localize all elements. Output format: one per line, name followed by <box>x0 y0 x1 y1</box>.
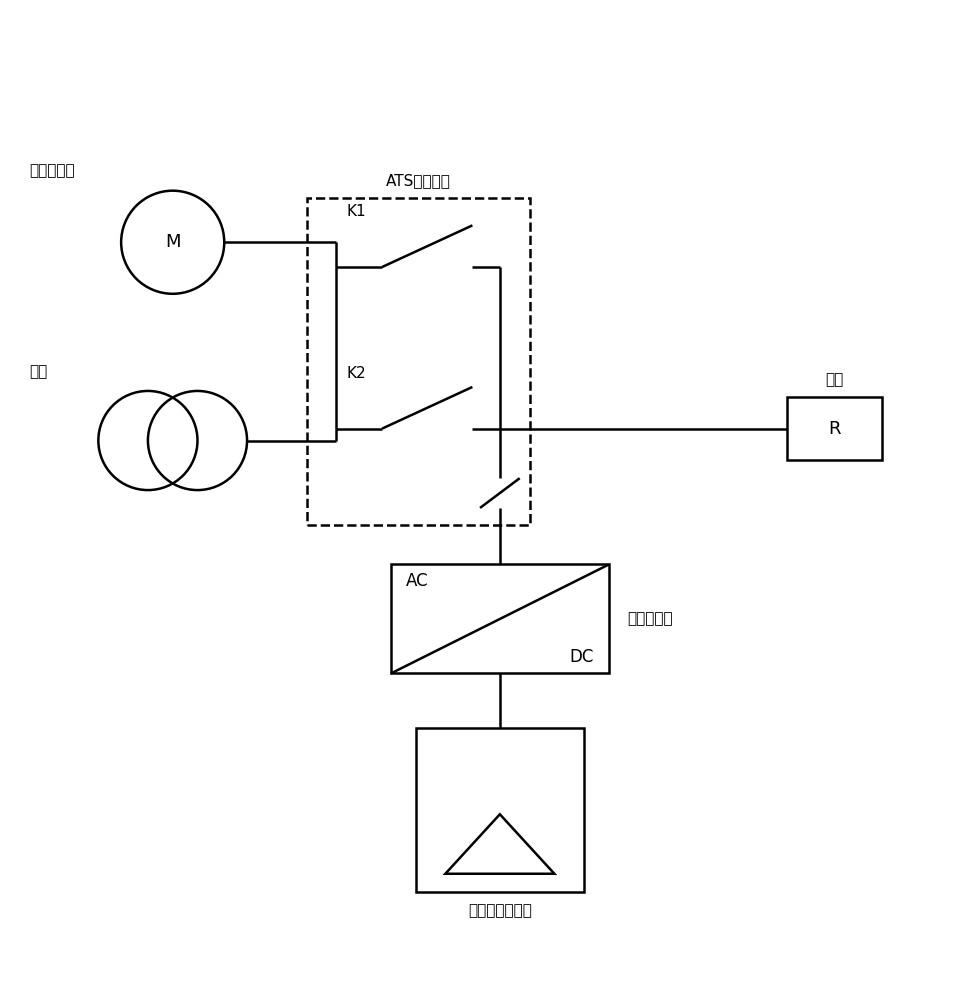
Bar <box>391 564 609 673</box>
Text: DC: DC <box>570 648 594 666</box>
Text: M: M <box>165 233 181 251</box>
Bar <box>307 198 530 525</box>
Text: R: R <box>828 420 840 438</box>
Text: 柴油发电机: 柴油发电机 <box>29 163 74 178</box>
Bar <box>787 397 882 460</box>
Text: 负载: 负载 <box>825 372 843 387</box>
Text: 电网: 电网 <box>29 364 47 379</box>
Text: ATS切换开关: ATS切换开关 <box>386 173 451 188</box>
Text: 并网逆变器: 并网逆变器 <box>627 611 672 626</box>
Text: K2: K2 <box>346 366 366 381</box>
Text: 光伏太阳能组件: 光伏太阳能组件 <box>468 903 532 918</box>
Text: AC: AC <box>406 572 428 590</box>
Text: K1: K1 <box>346 204 366 219</box>
Bar <box>416 728 584 892</box>
